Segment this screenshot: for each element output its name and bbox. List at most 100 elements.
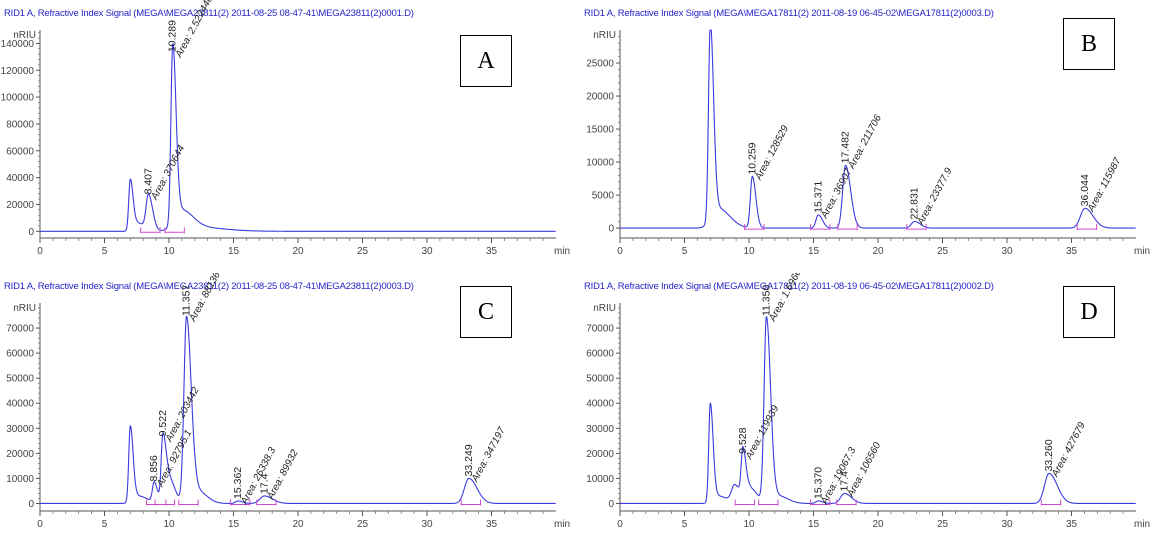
x-axis-unit: min xyxy=(554,519,570,530)
x-axis-unit: min xyxy=(1134,519,1150,530)
peak-retention-label: 11.350 xyxy=(760,285,772,316)
x-tick-label: 20 xyxy=(292,519,304,530)
panel-letter-label: B xyxy=(1063,18,1115,70)
y-tick-label: 120000 xyxy=(1,66,35,77)
peak-retention-label: 9.528 xyxy=(737,427,749,453)
panel-letter-label: C xyxy=(460,286,512,338)
x-tick-label: 20 xyxy=(872,246,884,257)
peak-retention-label: 33.260 xyxy=(1043,439,1055,471)
y-tick-label: 20000 xyxy=(586,449,614,460)
y-tick-label: 140000 xyxy=(1,39,35,50)
chromatogram-panel-c: RID1 A, Refractive Index Signal (MEGA\ME… xyxy=(0,273,575,536)
peak-area-label: Area: 23377.9 xyxy=(915,166,955,228)
panel-title: RID1 A, Refractive Index Signal (MEGA\ME… xyxy=(4,8,414,19)
chromatogram-chart-b: nRIU 0 5000 10000 15000 20000 25000 0 5 10 15 20 25 3… xyxy=(586,29,1150,257)
x-tick-label: 5 xyxy=(682,246,688,257)
peak-retention-label: 17.4 xyxy=(838,471,850,492)
signal-trace xyxy=(620,315,1136,505)
chromatogram-panel-a: RID1 A, Refractive Index Signal (MEGA\ME… xyxy=(0,0,575,263)
x-tick-label: 15 xyxy=(808,519,820,530)
signal-trace xyxy=(40,315,556,505)
y-tick-label: 0 xyxy=(608,499,614,510)
y-tick-label: 0 xyxy=(28,499,34,510)
x-tick-label: 10 xyxy=(743,246,755,257)
y-axis-label: nRIU xyxy=(13,303,36,314)
y-tick-label: 20000 xyxy=(6,449,34,460)
peak-area-label: Area: 211706 xyxy=(846,113,884,172)
panel-letter-label: D xyxy=(1063,286,1115,338)
peak-retention-label: 10.289 xyxy=(167,20,179,52)
x-tick-label: 30 xyxy=(421,246,433,257)
x-tick-label: 0 xyxy=(617,519,623,530)
x-tick-label: 5 xyxy=(682,519,688,530)
x-tick-label: 25 xyxy=(357,519,369,530)
y-tick-label: 5000 xyxy=(592,191,615,202)
peak-retention-label: 11.357 xyxy=(181,285,193,316)
panel-title: RID1 A, Refractive Index Signal (MEGA\ME… xyxy=(4,281,414,292)
x-axis-unit: min xyxy=(554,246,570,257)
chromatogram-panel-d: RID1 A, Refractive Index Signal (MEGA\ME… xyxy=(580,273,1155,536)
panel-letter-label: A xyxy=(460,35,512,87)
y-axis-label: nRIU xyxy=(593,30,616,41)
y-tick-label: 60000 xyxy=(6,146,34,157)
peak-retention-label: 10.259 xyxy=(746,142,758,174)
signal-trace xyxy=(40,42,556,232)
x-tick-label: 30 xyxy=(1001,519,1013,530)
x-tick-label: 35 xyxy=(1066,519,1078,530)
x-tick-label: 25 xyxy=(937,519,949,530)
x-tick-label: 5 xyxy=(102,246,108,257)
peak-area-label: Area: 427679 xyxy=(1050,420,1089,479)
x-tick-label: 35 xyxy=(486,246,498,257)
y-tick-label: 20000 xyxy=(586,92,614,103)
peak-retention-label: 17.482 xyxy=(840,131,852,163)
y-tick-label: 60000 xyxy=(586,349,614,360)
x-tick-label: 0 xyxy=(617,246,623,257)
x-tick-label: 10 xyxy=(163,246,175,257)
signal-trace xyxy=(620,29,1136,229)
x-tick-label: 10 xyxy=(163,519,175,530)
peak-retention-label: 8.407 xyxy=(142,168,154,194)
peak-retention-label: 33.249 xyxy=(463,444,475,476)
peak-retention-label: 36.044 xyxy=(1079,174,1091,206)
y-tick-label: 50000 xyxy=(6,374,34,385)
peak-retention-label: 17.4 xyxy=(258,473,270,494)
x-tick-label: 35 xyxy=(1066,246,1078,257)
peak-area-label: Area: 881360 xyxy=(187,273,226,324)
panel-title: RID1 A, Refractive Index Signal (MEGA\ME… xyxy=(584,281,994,292)
peak-retention-label: 22.831 xyxy=(909,187,921,219)
x-tick-label: 0 xyxy=(37,519,43,530)
x-tick-label: 30 xyxy=(1001,246,1013,257)
peak-area-label: Area: 370644 xyxy=(149,143,188,202)
y-tick-label: 40000 xyxy=(6,399,34,410)
x-tick-label: 20 xyxy=(292,246,304,257)
peak-retention-label: 15.362 xyxy=(232,467,244,499)
x-tick-label: 35 xyxy=(486,519,498,530)
chromatogram-chart-a: nRIU 0 20000 40000 60000 80000 100000 120000 140… xyxy=(1,0,571,257)
peak-retention-label: 15.371 xyxy=(812,181,824,213)
y-tick-label: 0 xyxy=(608,224,614,235)
chromatogram-panel-b: RID1 A, Refractive Index Signal (MEGA\ME… xyxy=(580,0,1155,263)
y-tick-label: 30000 xyxy=(586,424,614,435)
y-tick-label: 80000 xyxy=(6,119,34,130)
y-axis-label: nRIU xyxy=(593,303,616,314)
x-tick-label: 15 xyxy=(228,519,240,530)
y-tick-label: 50000 xyxy=(586,374,614,385)
x-tick-label: 30 xyxy=(421,519,433,530)
x-tick-label: 0 xyxy=(37,246,43,257)
y-tick-label: 10000 xyxy=(586,474,614,485)
chromatogram-chart-c: nRIU 0 10000 20000 30000 40000 50000 60000 70000… xyxy=(6,273,570,530)
y-tick-label: 10000 xyxy=(6,474,34,485)
peak-area-label: Area: 115987 xyxy=(1085,156,1123,215)
y-tick-label: 70000 xyxy=(586,324,614,335)
x-tick-label: 15 xyxy=(808,246,820,257)
peak-retention-label: 8.856 xyxy=(148,455,160,481)
y-tick-label: 100000 xyxy=(1,93,35,104)
y-tick-label: 70000 xyxy=(6,324,34,335)
peak-retention-label: 9.522 xyxy=(157,410,169,436)
panel-title: RID1 A, Refractive Index Signal (MEGA\ME… xyxy=(584,8,994,19)
peak-retention-label: 15.370 xyxy=(812,467,824,499)
x-tick-label: 20 xyxy=(872,519,884,530)
chromatogram-chart-d: nRIU 0 10000 20000 30000 40000 50000 60000 70000… xyxy=(586,273,1150,530)
x-tick-label: 5 xyxy=(102,519,108,530)
peak-area-label: Area: 1.69666e+006 xyxy=(767,273,820,324)
